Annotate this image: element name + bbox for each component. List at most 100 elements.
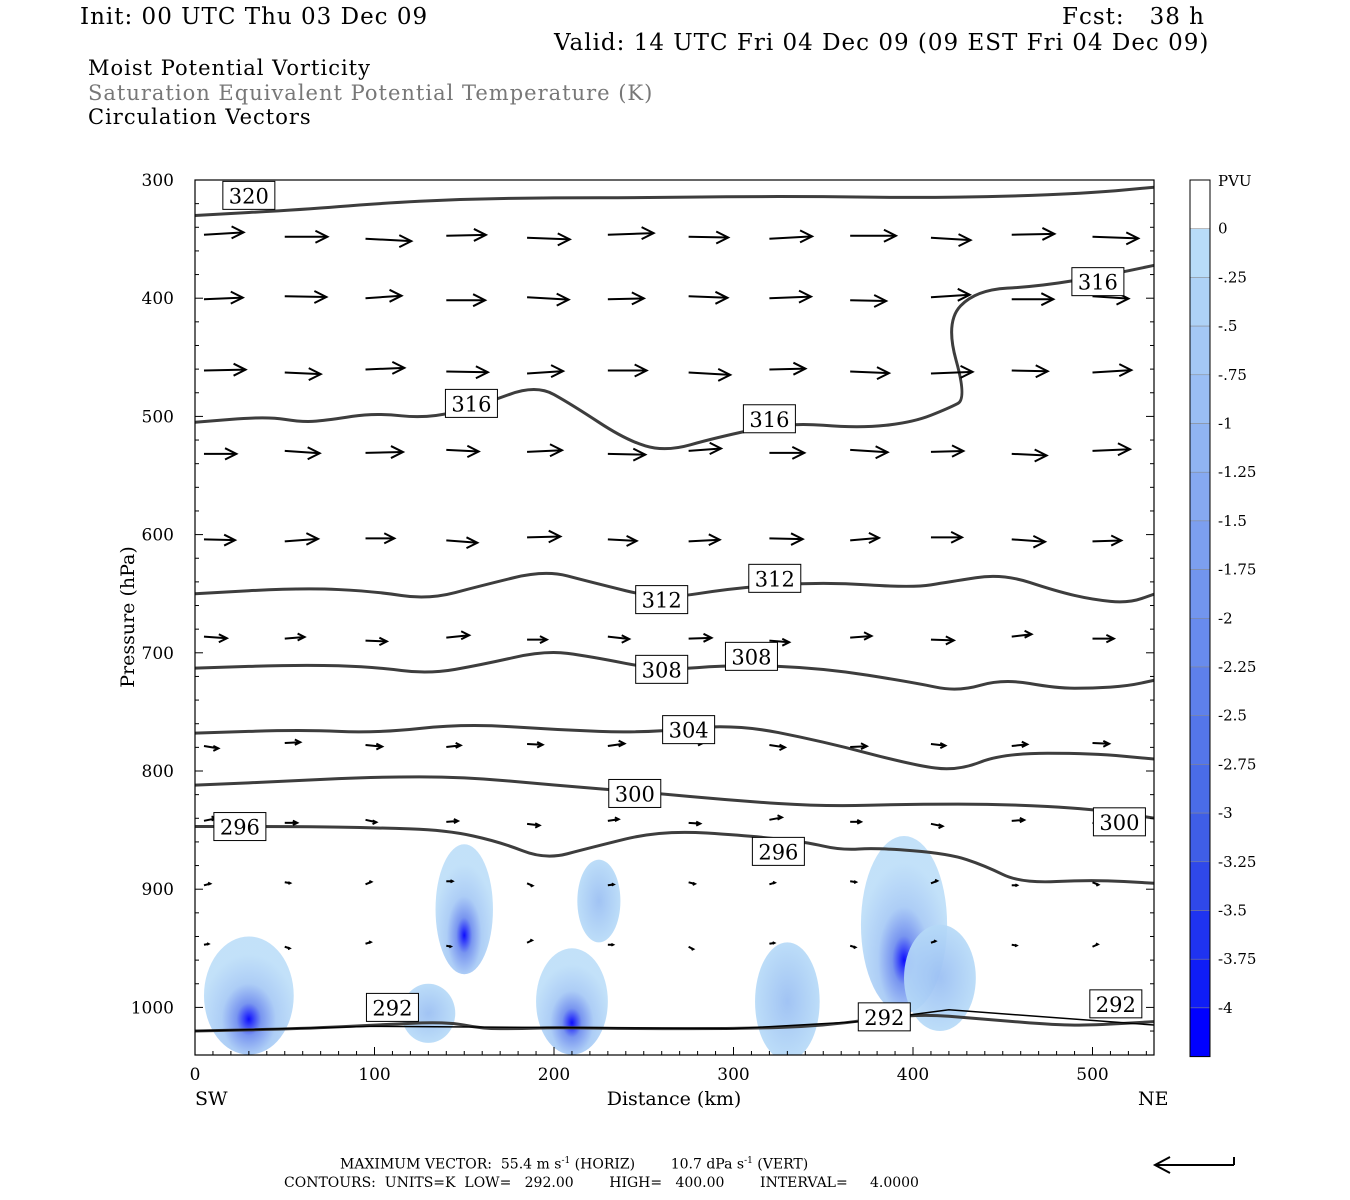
contour-label-320-box bbox=[222, 180, 276, 210]
circulation-vector bbox=[1092, 231, 1141, 246]
circulation-vector bbox=[1011, 448, 1049, 463]
circulation-vector bbox=[769, 743, 788, 752]
circulation-vector bbox=[446, 536, 480, 550]
contour-label-extra-4-box bbox=[751, 836, 805, 866]
contour-label-extra-2-box bbox=[724, 641, 778, 671]
circulation-vector bbox=[1011, 883, 1020, 888]
theta-contour-320 bbox=[195, 185, 1154, 217]
circulation-vector bbox=[930, 233, 973, 248]
contour-label-extra-7-box bbox=[1071, 267, 1125, 297]
circulation-vector bbox=[607, 816, 621, 823]
circulation-vector bbox=[446, 365, 491, 380]
circulation-vector bbox=[930, 531, 965, 544]
circulation-vector bbox=[365, 445, 406, 459]
circulation-vector bbox=[203, 881, 213, 887]
contour-label-316: 316 bbox=[451, 392, 491, 416]
theta-contour-312 bbox=[195, 571, 1154, 604]
y-tick-label: 1000 bbox=[131, 998, 174, 1018]
colorbar-level-label: -1.75 bbox=[1218, 561, 1256, 579]
circulation-vector bbox=[284, 446, 322, 461]
theta-contour-296 bbox=[195, 825, 1154, 885]
contour-label-extra-3: 300 bbox=[1099, 811, 1139, 835]
colorbar-level-label: -.5 bbox=[1218, 317, 1237, 335]
circulation-vector bbox=[365, 818, 379, 826]
colorbar-swatch bbox=[1189, 1007, 1211, 1057]
theta-contour-300 bbox=[195, 775, 1154, 820]
contour-label-extra-7: 316 bbox=[1078, 271, 1118, 295]
circulation-vector bbox=[769, 880, 778, 886]
x-tick-label: 500 bbox=[1076, 1065, 1108, 1085]
colorbar-swatch bbox=[1189, 471, 1211, 522]
circulation-vector bbox=[1092, 442, 1133, 457]
circulation-vector bbox=[1011, 816, 1027, 824]
circulation-vector bbox=[850, 294, 889, 308]
circulation-vector bbox=[607, 634, 632, 644]
circulation-vector bbox=[527, 635, 550, 644]
colorbar-level-label: -3 bbox=[1218, 804, 1233, 822]
circulation-vector bbox=[203, 633, 230, 644]
colorbar-swatch bbox=[1189, 861, 1211, 911]
circulation-vector bbox=[1092, 881, 1101, 887]
contour-label-296: 296 bbox=[220, 816, 260, 840]
colorbar-swatch bbox=[1189, 910, 1211, 960]
circulation-vector bbox=[284, 945, 292, 951]
y-tick-label: 300 bbox=[142, 171, 174, 191]
circulation-vector bbox=[850, 445, 890, 460]
x-tick-label: 100 bbox=[358, 1065, 390, 1085]
circulation-vector bbox=[203, 942, 211, 946]
contour-label-extra-0-box bbox=[742, 404, 796, 434]
circulation-vector bbox=[688, 632, 714, 643]
circulation-vector bbox=[284, 738, 303, 746]
field-title-2: Saturation Equivalent Potential Temperat… bbox=[88, 81, 654, 105]
contour-label-308: 308 bbox=[642, 658, 682, 682]
circulation-vector bbox=[607, 447, 648, 462]
x-tick-label: 400 bbox=[897, 1065, 929, 1085]
circulation-vector bbox=[1011, 292, 1056, 307]
circulation-vector bbox=[1092, 633, 1117, 644]
circulation-vector bbox=[850, 366, 892, 380]
field-title-1: Moist Potential Vorticity bbox=[88, 56, 371, 80]
y-tick-label: 800 bbox=[142, 762, 174, 782]
colorbar-swatch bbox=[1189, 812, 1211, 863]
pv-anomaly-1 bbox=[577, 859, 621, 943]
colorbar-swatch bbox=[1189, 958, 1211, 1009]
circulation-vector bbox=[688, 230, 731, 245]
y-tick-label: 700 bbox=[142, 644, 174, 664]
circulation-vector bbox=[365, 636, 390, 647]
x-end-label-right: NE bbox=[1138, 1088, 1169, 1110]
pv-anomaly-2 bbox=[536, 948, 608, 1055]
colorbar-swatch bbox=[1189, 374, 1211, 424]
circulation-vector bbox=[284, 532, 321, 546]
circulation-vector bbox=[446, 879, 455, 884]
circulation-vector bbox=[1011, 629, 1034, 639]
terrain-surface-line bbox=[195, 1009, 1154, 1032]
y-axis-title: Pressure (hPa) bbox=[117, 546, 139, 688]
colorbar-level-label: -2 bbox=[1218, 609, 1233, 627]
contour-label-extra-5-box bbox=[857, 1002, 911, 1032]
circulation-vector bbox=[607, 942, 616, 947]
pv-anomaly-6 bbox=[203, 936, 294, 1055]
circulation-vector bbox=[1011, 227, 1057, 241]
circulation-vector bbox=[769, 289, 814, 304]
contour-label-304: 304 bbox=[669, 719, 709, 743]
contour-label-312-box bbox=[635, 585, 689, 615]
contour-label-320: 320 bbox=[229, 184, 269, 208]
circulation-vector bbox=[446, 944, 454, 949]
circulation-vector bbox=[1011, 535, 1048, 549]
colorbar-swatch bbox=[1189, 618, 1211, 668]
circulation-vector bbox=[526, 882, 535, 888]
colorbar-level-label: -1 bbox=[1218, 415, 1233, 433]
colorbar-level-label: -2.75 bbox=[1218, 755, 1256, 773]
colorbar-swatch bbox=[1189, 277, 1211, 327]
circulation-vector bbox=[446, 444, 481, 459]
contour-label-308-box bbox=[635, 654, 689, 684]
colorbar-level-label: -4 bbox=[1218, 999, 1233, 1017]
circulation-vector bbox=[446, 293, 488, 308]
contour-label-316-box bbox=[444, 388, 498, 418]
circulation-vector bbox=[769, 637, 792, 647]
colorbar-level-label: -3.75 bbox=[1218, 950, 1256, 968]
circulation-vector bbox=[769, 229, 815, 244]
contour-label-extra-1: 312 bbox=[755, 567, 795, 591]
colorbar-swatch bbox=[1189, 325, 1211, 376]
theta-contour-308 bbox=[195, 651, 1154, 691]
